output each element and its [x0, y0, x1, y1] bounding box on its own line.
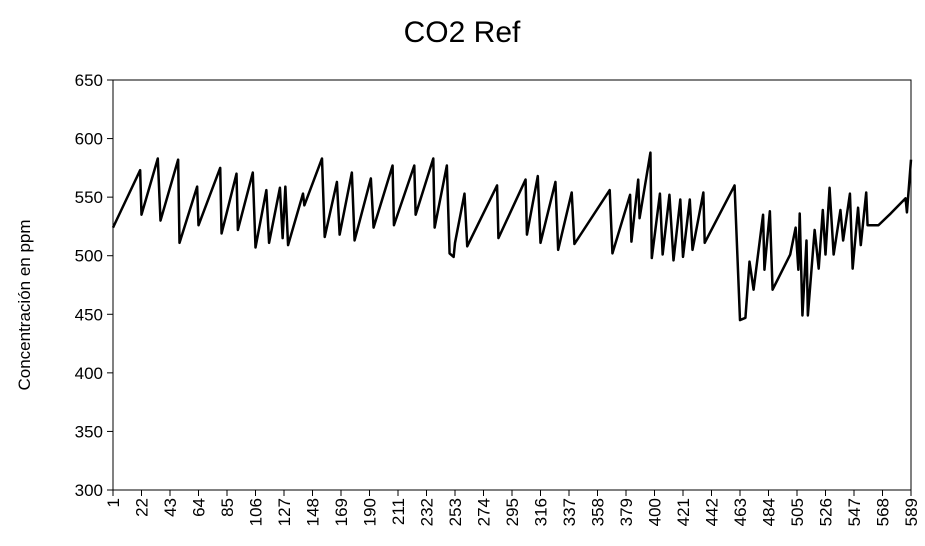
x-tick-label: 400 — [646, 498, 665, 526]
x-tick-label: 421 — [674, 498, 693, 526]
y-axis-label: Concentración en ppm — [15, 219, 34, 390]
y-tick-label: 350 — [75, 422, 103, 441]
x-tick-label: 274 — [475, 498, 494, 526]
x-tick-label: 442 — [703, 498, 722, 526]
x-tick-label: 568 — [874, 498, 893, 526]
x-tick-label: 22 — [133, 498, 152, 517]
x-tick-label: 547 — [845, 498, 864, 526]
x-tick-label: 64 — [190, 498, 209, 517]
y-tick-label: 550 — [75, 188, 103, 207]
x-tick-label: 295 — [503, 498, 522, 526]
data-line — [111, 151, 913, 322]
x-tick-label: 337 — [560, 498, 579, 526]
x-tick-label: 106 — [247, 498, 266, 526]
x-tick-label: 211 — [389, 498, 408, 525]
x-tick-label: 190 — [361, 498, 380, 526]
x-tick-label: 463 — [731, 498, 750, 526]
x-tick-label: 85 — [218, 498, 237, 517]
y-tick-label: 650 — [75, 71, 103, 90]
x-tick-label: 358 — [589, 498, 608, 526]
plot-area — [112, 79, 912, 491]
x-tick-label: 127 — [275, 498, 294, 526]
x-tick-label: 1 — [104, 498, 123, 507]
y-tick-label: 450 — [75, 305, 103, 324]
x-tick-label: 232 — [418, 498, 437, 526]
y-tick-label: 600 — [75, 130, 103, 149]
y-tick-label: 300 — [75, 481, 103, 500]
x-tick-label: 484 — [760, 498, 779, 526]
x-tick-label: 526 — [817, 498, 836, 526]
x-tick-label: 43 — [161, 498, 180, 517]
chart-title: CO2 Ref — [404, 16, 521, 49]
x-tick-label: 379 — [617, 498, 636, 526]
x-tick-label: 505 — [788, 498, 807, 526]
x-tick-label: 169 — [332, 498, 351, 526]
y-tick-label: 400 — [75, 364, 103, 383]
y-tick-label: 500 — [75, 247, 103, 266]
x-tick-label: 148 — [304, 498, 323, 526]
x-tick-label: 253 — [446, 498, 465, 526]
x-tick-label: 589 — [902, 498, 921, 526]
x-tick-label: 316 — [532, 498, 551, 526]
